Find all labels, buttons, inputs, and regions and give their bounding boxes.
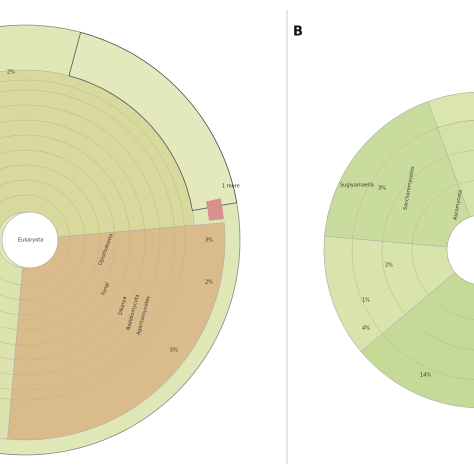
ring [381, 150, 474, 350]
ring [0, 104, 161, 376]
ring [0, 89, 176, 391]
segment-label: 3% [205, 238, 213, 244]
segment-label: 5% [170, 348, 178, 354]
segment-label: 2% [205, 280, 213, 286]
segment [0, 252, 23, 440]
segment-label: 1 more [222, 184, 240, 190]
segment-label: Eukaryota [18, 238, 43, 244]
segment [205, 198, 224, 221]
segment-label: 14% [420, 373, 431, 379]
segment-label: 3% [378, 186, 386, 192]
hole [1, 211, 59, 269]
segment-label: Sugiyamaella [340, 183, 374, 189]
ring [0, 119, 146, 361]
hole [446, 215, 474, 285]
ring [0, 194, 71, 286]
segment-label: 1% [362, 298, 370, 304]
panel-label: B [293, 25, 303, 40]
ring [411, 180, 474, 320]
segment [68, 31, 238, 211]
segment-label: Dikarya [118, 296, 129, 316]
ring [351, 120, 474, 380]
segment-label: 2% [385, 263, 393, 269]
ring [0, 179, 86, 301]
ring [0, 79, 186, 401]
left-panel: Eukaryota OpisthokontaFungiDikaryaBasidio… [0, 24, 241, 456]
segment-label: Ascomycota [453, 190, 464, 221]
ring [0, 134, 131, 346]
segment-label: 4% [362, 326, 370, 332]
ring [0, 164, 101, 316]
ring [0, 149, 116, 331]
segment-label: Fungi [101, 281, 111, 296]
segment-label: 2% [7, 70, 15, 76]
